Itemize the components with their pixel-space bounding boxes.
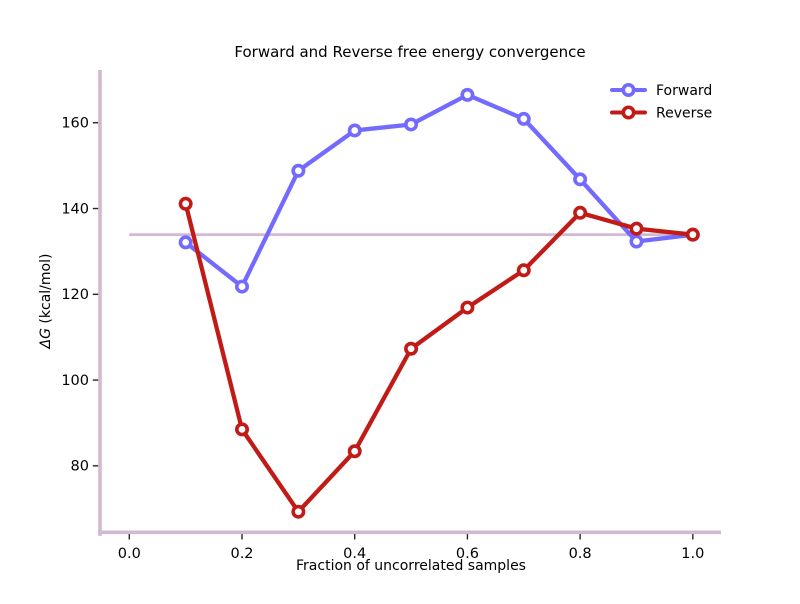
legend-item-reverse: Reverse [610, 105, 712, 121]
x-tick-label: 0.8 [569, 546, 592, 562]
forward-line [183, 92, 695, 289]
y-tick-label: 140 [61, 201, 89, 217]
reverse-marker [629, 221, 644, 236]
x-tick-label: 1.0 [681, 546, 704, 562]
forward-marker [629, 234, 644, 249]
reverse-marker [573, 205, 588, 220]
forward-marker [516, 111, 531, 126]
y-tick-label: 100 [61, 373, 89, 389]
plot-area: 0.0 0.2 0.4 0.6 0.8 1.0 80 100 120 140 160 [61, 70, 721, 562]
x-tick-label: 0.4 [343, 546, 366, 562]
forward-marker [178, 235, 193, 250]
y-tick-label: 160 [61, 116, 89, 132]
reverse-marker [516, 263, 531, 278]
reverse-line [183, 201, 695, 514]
reverse-marker [235, 422, 250, 437]
y-axis-label-symbol: ΔG [38, 328, 54, 350]
chart-title: Forward and Reverse free energy converge… [234, 43, 585, 61]
reverse-marker [404, 341, 419, 356]
forward-marker [347, 123, 362, 138]
bottom-spine [98, 530, 721, 535]
y-tick-label: 120 [61, 287, 89, 303]
reverse-marker [291, 504, 306, 519]
y-axis-label: ΔG (kcal/mol) [38, 254, 54, 350]
forward-legend-label: Forward [656, 83, 712, 99]
reverse-marker [685, 227, 700, 242]
forward-legend-marker [621, 83, 636, 98]
reverse-marker [178, 196, 193, 211]
left-spine [98, 70, 102, 536]
reverse-marker [347, 444, 362, 459]
x-tick-label: 0.6 [456, 546, 479, 562]
y-tick-label: 80 [71, 459, 89, 475]
y-axis-label-unit: (kcal/mol) [38, 254, 54, 328]
x-tick-label: 0.2 [230, 546, 253, 562]
reverse-legend-label: Reverse [656, 105, 712, 121]
legend-item-forward: Forward [610, 83, 712, 99]
legend: Forward Reverse [610, 83, 712, 121]
forward-marker [573, 172, 588, 187]
reverse-marker [460, 300, 475, 315]
reverse-legend-marker [621, 105, 636, 120]
forward-marker [291, 163, 306, 178]
forward-marker [404, 117, 419, 132]
forward-marker [460, 87, 475, 102]
final-value-band [129, 233, 693, 237]
x-tick-label: 0.0 [118, 546, 141, 562]
forward-marker [235, 279, 250, 294]
x-axis-label: Fraction of uncorrelated samples [296, 558, 526, 574]
